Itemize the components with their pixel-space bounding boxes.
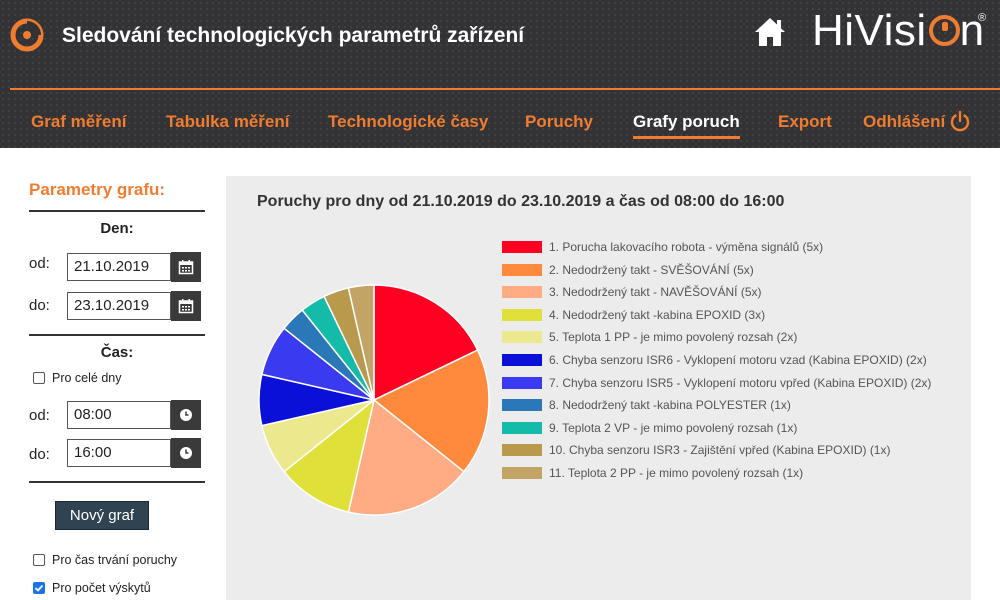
pie-slice-11[interactable]: [347, 284, 375, 401]
pie-slice-2[interactable]: [372, 349, 490, 473]
legend-label: 9. Teplota 2 VP - je mimo povolený rozsa…: [549, 420, 798, 435]
count-checkbox[interactable]: [33, 582, 45, 594]
time-to-input[interactable]: 16:00: [67, 439, 171, 467]
divider: [29, 334, 205, 336]
legend-swatch: [502, 467, 542, 479]
chart-title: Poruchy pro dny od 21.10.2019 do 23.10.2…: [257, 193, 785, 210]
legend-swatch: [502, 444, 542, 457]
all-days-label: Pro celé dny: [52, 371, 122, 385]
legend-label: 4. Nedodržený takt -kabina EPOXID (3x): [549, 307, 766, 322]
divider: [29, 210, 205, 212]
all-days-checkbox-row[interactable]: Pro celé dny: [33, 371, 121, 385]
sidebar-title: Parametry grafu:: [29, 180, 166, 199]
clock-to-button[interactable]: [171, 438, 201, 468]
app-header: Sledování technologických parametrů zaří…: [0, 0, 1000, 148]
all-days-checkbox[interactable]: [33, 372, 45, 384]
time-from-label: od:: [29, 407, 50, 424]
pie-slice-1[interactable]: [373, 284, 479, 402]
header-divider: [10, 88, 1000, 90]
date-from-input[interactable]: 21.10.2019: [67, 253, 171, 281]
time-from-input[interactable]: 08:00: [67, 401, 171, 429]
calendar-icon: [178, 260, 194, 275]
calendar-to-button[interactable]: [171, 291, 201, 321]
calendar-icon: [178, 299, 194, 314]
clock-icon: [180, 409, 192, 421]
nav-grafy-poruch[interactable]: Grafy poruch: [633, 112, 740, 139]
app-logo-icon: [10, 18, 44, 52]
legend-label: 3. Nedodržený takt - NAVĚŠOVÁNÍ (5x): [549, 285, 762, 300]
time-section-label: Čas:: [100, 344, 134, 361]
legend-swatch: [502, 421, 542, 434]
time-to-label: do:: [29, 446, 50, 463]
duration-checkbox-row[interactable]: Pro čas trvání poruchy: [33, 553, 177, 567]
nav-poruchy[interactable]: Poruchy: [525, 112, 594, 131]
legend-swatch: [502, 354, 542, 366]
power-icon[interactable]: [949, 110, 971, 132]
nav-export[interactable]: Export: [778, 112, 832, 131]
checkmark-icon: [34, 584, 44, 592]
clock-icon: [180, 447, 192, 459]
count-checkbox-row[interactable]: Pro počet výskytů: [33, 581, 151, 595]
legend-swatch: [502, 399, 542, 412]
home-icon[interactable]: [753, 16, 787, 48]
legend-label: 6. Chyba senzoru ISR6 - Vyklopení motoru…: [549, 353, 927, 367]
legend-label: 8. Nedodržený takt -kabina POLYESTER (1x…: [549, 398, 791, 413]
legend-label: 5. Teplota 1 PP - je mimo povolený rozsa…: [549, 330, 798, 345]
nav-tabulka-mereni[interactable]: Tabulka měření: [166, 112, 290, 131]
brand-logo: HiVisi n ®: [812, 6, 987, 55]
count-label: Pro počet výskytů: [52, 581, 151, 595]
pie-chart: [258, 284, 490, 516]
new-graph-button[interactable]: Nový graf: [55, 501, 149, 530]
legend-label: 1. Porucha lakovacího robota - výměna si…: [549, 240, 824, 254]
duration-checkbox[interactable]: [33, 554, 45, 566]
clock-from-button[interactable]: [171, 400, 201, 430]
legend-swatch: [502, 241, 542, 253]
date-to-input[interactable]: 23.10.2019: [67, 292, 171, 320]
legend-swatch: [502, 308, 542, 321]
nav-graf-mereni[interactable]: Graf měření: [31, 112, 127, 131]
app-title: Sledování technologických parametrů zaří…: [62, 24, 525, 47]
chart-panel: Poruchy pro dny od 21.10.2019 do 23.10.2…: [226, 176, 971, 600]
date-from-label: od:: [29, 255, 50, 272]
legend-swatch: [502, 331, 542, 344]
legend-label: 11. Teplota 2 PP - je mimo povolený rozs…: [549, 466, 804, 480]
pie-slice-3[interactable]: [347, 398, 465, 516]
legend-label: 7. Chyba senzoru ISR5 - Vyklopení motoru…: [549, 375, 932, 390]
date-to-label: do:: [29, 297, 50, 314]
divider: [29, 481, 205, 483]
pie-slice-4[interactable]: [283, 398, 376, 514]
nav-odhlaseni[interactable]: Odhlášení: [863, 112, 946, 131]
legend-swatch: [502, 263, 542, 276]
calendar-from-button[interactable]: [171, 252, 201, 282]
legend-label: 2. Nedodržený takt - SVĚŠOVÁNÍ (5x): [549, 262, 754, 277]
nav-technologicke-casy[interactable]: Technologické časy: [328, 112, 489, 131]
legend-swatch: [502, 286, 542, 299]
legend-label: 10. Chyba senzoru ISR3 - Zajištění vpřed…: [549, 443, 891, 458]
day-section-label: Den:: [100, 220, 134, 237]
duration-label: Pro čas trvání poruchy: [52, 553, 178, 567]
legend-swatch: [502, 376, 542, 389]
